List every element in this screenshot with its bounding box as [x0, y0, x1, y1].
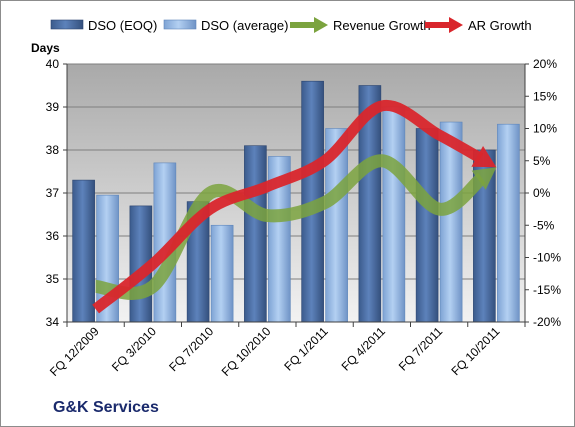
x-tick-label: FQ 12/2009	[47, 324, 102, 379]
y-axis-title: Days	[31, 41, 60, 55]
bar-dso-average	[497, 123, 520, 323]
legend-swatch	[50, 19, 84, 30]
y-tick-label: 38	[46, 143, 60, 157]
y-tick-label: 35	[46, 272, 60, 286]
bar-dso-average	[382, 106, 406, 323]
y2-tick-label: -10%	[533, 251, 561, 265]
legend-item: Revenue Growth	[290, 17, 431, 33]
bar-dso-eoq	[244, 145, 267, 323]
legend-label: AR Growth	[468, 18, 532, 33]
legend-item: DSO (average)	[163, 18, 288, 33]
ar-growth-line	[92, 100, 484, 314]
x-tick-label: FQ 7/2010	[166, 324, 216, 374]
ar-growth-arrowhead	[471, 146, 497, 168]
y2-tick-label: 10%	[533, 122, 557, 136]
x-tick-label: FQ 4/2011	[339, 324, 389, 374]
y2-tick-label: 0%	[533, 186, 551, 200]
legend-arrowhead	[314, 17, 328, 33]
legend: DSO (EOQ) DSO (average) Revenue Growth AR G…	[50, 17, 532, 33]
y2-tick-label: -5%	[533, 218, 555, 232]
x-tick-label: FQ 10/2011	[448, 324, 502, 378]
y2-tick-label: 15%	[533, 89, 557, 103]
x-tick-label: FQ 7/2011	[396, 324, 446, 374]
y-tick-label: 34	[46, 315, 60, 329]
legend-item: AR Growth	[425, 17, 532, 33]
x-tick-label: FQ 3/2010	[109, 324, 159, 374]
revenue-growth-line	[94, 154, 487, 300]
growth-lines	[92, 100, 497, 314]
company-name: G&K Services	[53, 399, 159, 416]
legend-item: DSO (EOQ)	[50, 18, 157, 33]
legend-label: DSO (average)	[201, 18, 288, 33]
y2-tick-label: -20%	[533, 315, 561, 329]
bar-dso-eoq	[415, 128, 439, 323]
y2-tick-label: 5%	[533, 154, 551, 168]
legend-label: DSO (EOQ)	[88, 18, 157, 33]
x-tick-label: FQ 1/2011	[281, 324, 331, 374]
y-tick-label: 40	[46, 57, 60, 71]
bar-dso-eoq	[72, 179, 95, 323]
x-tick-label: FQ 10/2010	[219, 324, 274, 379]
y-tick-label: 39	[46, 100, 60, 114]
revenue-growth-arrowhead	[471, 167, 497, 190]
y2-tick-label: -15%	[533, 283, 561, 297]
bar-dso-average	[210, 224, 234, 323]
y-tick-label: 37	[46, 186, 60, 200]
legend-swatch	[163, 19, 197, 30]
legend-arrowhead	[449, 17, 463, 33]
y2-tick-label: 20%	[533, 57, 557, 71]
legend-label: Revenue Growth	[333, 18, 431, 33]
bars	[72, 80, 520, 323]
y-tick-label: 36	[46, 229, 60, 243]
